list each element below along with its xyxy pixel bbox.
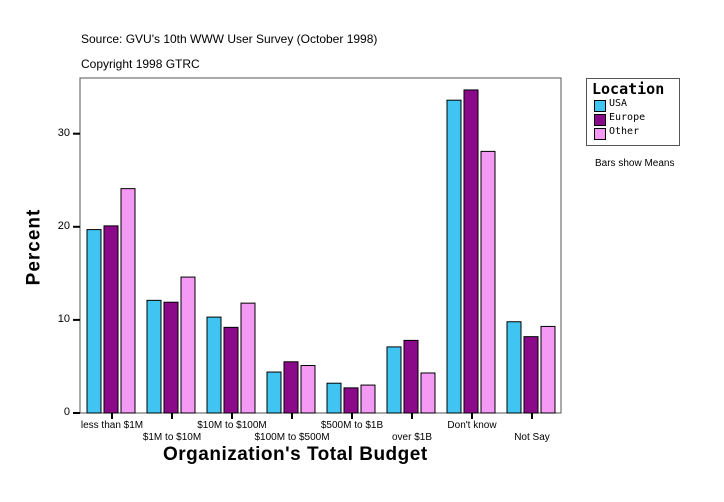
- bar-other: [420, 372, 436, 414]
- y-tick-label: 20: [57, 219, 70, 232]
- x-tick-label: less than $1M: [80, 420, 144, 431]
- bar-other: [120, 188, 136, 414]
- bar-other: [240, 302, 256, 414]
- legend-label: Europe: [609, 112, 646, 123]
- bar-europe: [343, 387, 359, 414]
- bar-usa: [326, 382, 342, 414]
- x-tick-label: $500M to $1B: [320, 420, 384, 431]
- x-tick-label: $100M to $500M: [254, 432, 330, 443]
- chart-note: Bars show Means: [595, 158, 675, 169]
- bar-europe: [103, 225, 119, 414]
- bar-europe: [403, 339, 419, 414]
- legend-swatch: [594, 128, 606, 140]
- bar-usa: [86, 229, 102, 414]
- x-tick-label: $10M to $100M: [197, 420, 267, 431]
- bar-europe: [283, 361, 299, 414]
- chart-title: Source: GVU's 10th WWW User Survey (Octo…: [81, 32, 378, 46]
- x-tick-label: over $1B: [391, 432, 433, 443]
- x-tick-label: $1M to $10M: [142, 432, 202, 443]
- legend: Location USA Europe Other: [586, 78, 680, 146]
- bar-other: [180, 276, 196, 414]
- chart-subtitle: Copyright 1998 GTRC: [81, 57, 200, 71]
- y-tick-label: 0: [63, 406, 70, 418]
- legend-swatch: [594, 114, 606, 126]
- bar-other: [480, 150, 496, 414]
- bar-europe: [163, 301, 179, 414]
- bar-usa: [146, 299, 162, 414]
- y-tick-label: 10: [57, 312, 70, 325]
- x-tick-label: Not Say: [514, 432, 550, 443]
- bar-other: [360, 384, 376, 414]
- bar-usa: [446, 99, 462, 414]
- x-tick-label: Don't know: [447, 420, 497, 431]
- bar-usa: [386, 346, 402, 414]
- bar-europe: [463, 89, 479, 414]
- x-axis-label: Organization's Total Budget: [163, 444, 428, 465]
- bar-usa: [506, 321, 522, 414]
- bar-other: [300, 365, 316, 414]
- bar-usa: [206, 316, 222, 414]
- legend-title: Location: [592, 80, 665, 98]
- bar-usa: [266, 371, 282, 414]
- bar-europe: [223, 326, 239, 414]
- bar-other: [540, 325, 556, 414]
- y-tick-label: 30: [57, 126, 70, 139]
- legend-swatch: [594, 100, 606, 112]
- legend-label: Other: [609, 126, 640, 137]
- legend-label: USA: [609, 98, 628, 109]
- bar-europe: [523, 336, 539, 414]
